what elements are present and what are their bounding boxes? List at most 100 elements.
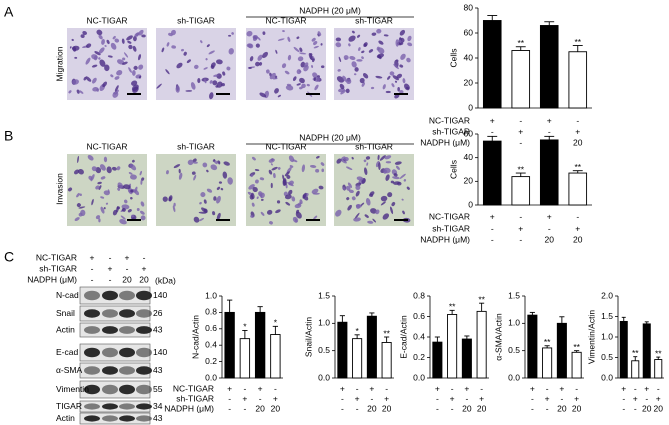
blot-band [102, 384, 118, 395]
treatment-cell: - [341, 393, 344, 403]
cell [216, 81, 223, 88]
cell [187, 159, 194, 166]
significance: ** [655, 348, 662, 358]
cell [275, 49, 278, 54]
y-tick-label: 1.5 [508, 290, 520, 300]
cell [296, 69, 302, 75]
cell [100, 206, 105, 214]
cell [393, 63, 399, 70]
cell [356, 176, 364, 181]
cell [101, 39, 105, 45]
cell [99, 59, 106, 67]
treatment-cell: + [125, 252, 130, 262]
cell [98, 34, 103, 40]
treatment-cell: - [436, 403, 439, 413]
cell [216, 59, 223, 65]
cell [287, 54, 292, 61]
cell [360, 202, 365, 206]
cell [266, 69, 270, 74]
cell [110, 74, 114, 78]
y-tick-label: 0.0 [318, 372, 330, 382]
cell [98, 57, 101, 60]
cell [287, 36, 291, 42]
treatment-cell: - [356, 403, 359, 413]
cell [288, 155, 295, 163]
treatment-cell: - [274, 383, 277, 393]
cell [166, 42, 170, 47]
cell [358, 47, 361, 51]
treatment-cell: - [370, 393, 373, 403]
cell [262, 31, 266, 35]
y-tick-label: 1.0 [508, 318, 520, 328]
cell [114, 38, 120, 43]
cell [171, 45, 176, 49]
band-kda: 34 [153, 401, 163, 411]
treatment-cell: 20 [122, 274, 132, 284]
y-tick-label: 60 [464, 27, 474, 37]
blot-band [119, 326, 135, 334]
cell [255, 61, 260, 67]
cell [85, 43, 92, 49]
cell [294, 203, 302, 209]
cell [288, 180, 294, 185]
treatment-cell: - [109, 274, 112, 284]
cell [377, 54, 382, 60]
cell [401, 198, 404, 201]
cell [226, 66, 231, 71]
blot-band [102, 347, 118, 358]
blot-band [136, 326, 152, 334]
cell [320, 65, 325, 69]
cell [346, 78, 352, 85]
treatment-cell: + [258, 383, 263, 393]
blot-band [136, 384, 152, 395]
blot-band [102, 415, 118, 422]
cell [190, 82, 196, 90]
cell [309, 164, 317, 168]
cell [131, 80, 138, 86]
cell [345, 185, 351, 191]
bar [447, 314, 458, 379]
cell [138, 75, 142, 79]
band-name: N-cad [56, 290, 79, 300]
image-label: NC-TIGAR [86, 141, 127, 151]
cell [178, 168, 181, 174]
treatment-label: sh-TIGAR [432, 223, 470, 233]
y-tick-label: 80 [464, 2, 474, 12]
y-tick-label: 0.5 [601, 352, 613, 362]
cell [78, 169, 84, 175]
cell [306, 83, 310, 87]
cell [216, 195, 221, 204]
cell [364, 167, 368, 176]
cell [348, 35, 356, 42]
bar [482, 20, 502, 109]
cell [285, 201, 291, 206]
cell [129, 163, 137, 171]
cell [193, 216, 200, 223]
cell [277, 94, 281, 98]
cell [382, 84, 386, 90]
bar [568, 51, 588, 109]
cell [371, 32, 377, 36]
cell [138, 54, 142, 61]
treatment-cell: - [385, 383, 388, 393]
blot-band [119, 384, 135, 395]
cell [359, 77, 365, 84]
cell [83, 76, 87, 81]
y-tick-label: 0.5 [508, 345, 520, 355]
cell [390, 180, 395, 184]
cell [344, 58, 347, 60]
treatment-cell: + [490, 211, 495, 221]
cell [204, 78, 207, 84]
treatment-cell: - [109, 252, 112, 262]
cell [406, 57, 411, 63]
cell [98, 47, 105, 54]
blot-band [102, 309, 118, 318]
blot-band [84, 309, 100, 318]
cell [166, 170, 169, 175]
treatment-cell: - [634, 403, 637, 413]
cell [132, 45, 137, 52]
cell [127, 40, 132, 44]
treatment-cell: + [435, 383, 440, 393]
cell [347, 182, 353, 189]
bar [381, 342, 392, 379]
